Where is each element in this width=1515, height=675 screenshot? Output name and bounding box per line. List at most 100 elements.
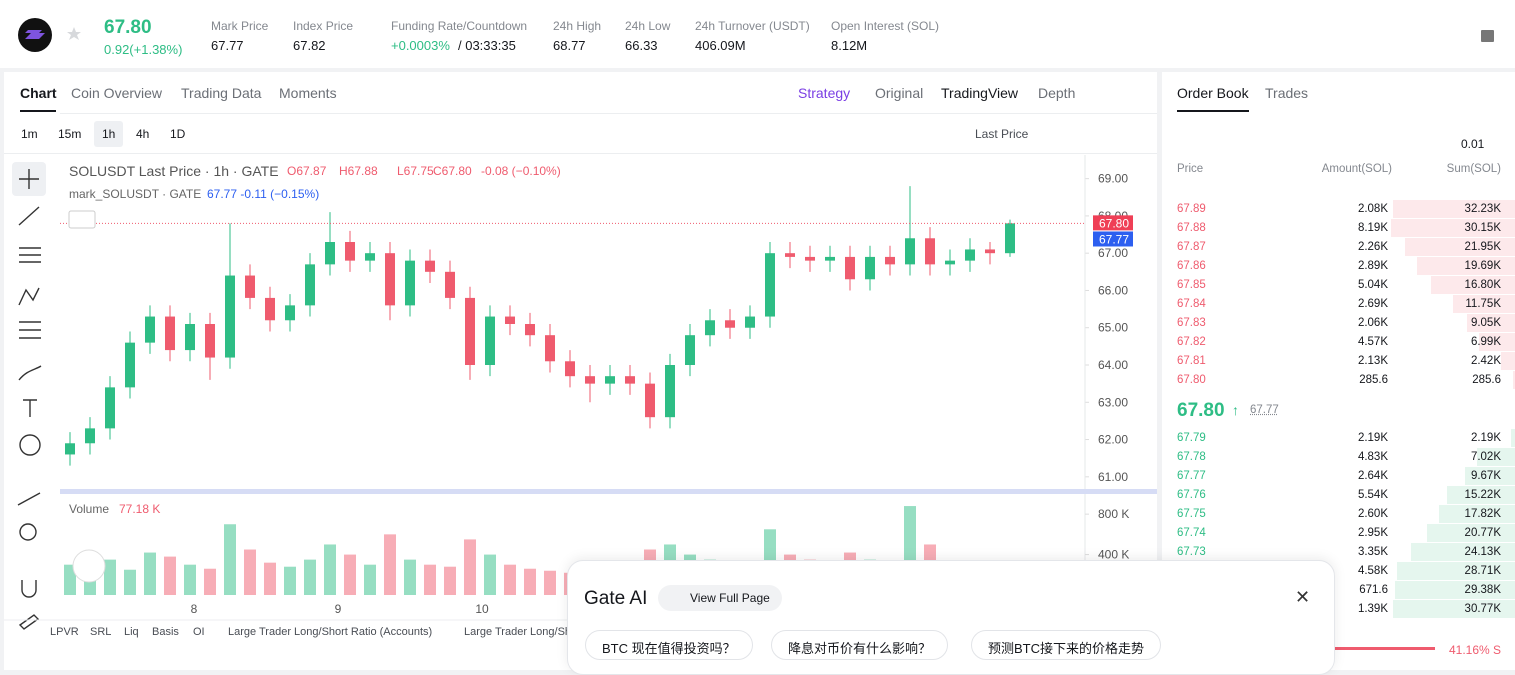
volume-bar	[364, 565, 376, 595]
candle-body	[825, 257, 835, 261]
ob-amount: 4.57K	[1358, 336, 1388, 348]
ob-amount: 2.08K	[1358, 203, 1388, 215]
precision[interactable]: 0.01	[1461, 137, 1484, 151]
ob-price[interactable]: 67.75	[1177, 508, 1206, 520]
ob-sum: 17.82K	[1465, 508, 1501, 520]
indicator[interactable]: LPVR	[50, 626, 79, 638]
candle-body	[325, 242, 335, 264]
book-icon[interactable]	[1480, 28, 1496, 44]
ob-price[interactable]: 67.82	[1177, 336, 1206, 348]
ob-price[interactable]: 67.77	[1177, 470, 1206, 482]
candle-body	[685, 335, 695, 365]
ai-question[interactable]: BTC 现在值得投资吗？	[585, 630, 753, 660]
x-tick-label: 9	[335, 602, 342, 616]
y-tick-label: 61.00	[1098, 470, 1128, 484]
candle-body	[545, 335, 555, 361]
candle-body	[525, 324, 535, 335]
candle-body	[225, 276, 235, 358]
candle-body	[425, 261, 435, 272]
volume-bar	[324, 544, 336, 595]
indicator[interactable]: Liq	[124, 626, 139, 638]
ob-amount: 2.19K	[1358, 432, 1388, 444]
ob-tab[interactable]: Trades	[1265, 85, 1308, 101]
candle-body	[205, 324, 215, 358]
ai-question[interactable]: 降息对币价有什么影响？	[771, 630, 948, 660]
ob-price[interactable]: 67.85	[1177, 279, 1206, 291]
ob-amount: 5.04K	[1358, 279, 1388, 291]
ob-amount: 5.54K	[1358, 489, 1388, 501]
ob-amount: 4.58K	[1358, 565, 1388, 577]
candle-body	[385, 253, 395, 305]
ob-amount: 3.35K	[1358, 546, 1388, 558]
candle-body	[645, 384, 655, 418]
ob-sum: 16.80K	[1465, 279, 1501, 291]
close-button[interactable]: ✕	[1295, 587, 1310, 608]
ob-price[interactable]: 67.74	[1177, 527, 1206, 539]
ob-sum: 7.02K	[1471, 451, 1501, 463]
volume-bar	[304, 560, 316, 595]
ob-amount: 671.6	[1359, 584, 1388, 596]
ob-price[interactable]: 67.78	[1177, 451, 1206, 463]
ob-price[interactable]: 67.76	[1177, 489, 1206, 501]
candle-body	[285, 305, 295, 320]
candle-body	[265, 298, 275, 320]
ob-amount: 285.6	[1359, 374, 1388, 386]
candle-body	[1005, 223, 1015, 253]
view-full-label: View Full Page	[690, 591, 770, 605]
mark-legend: mark_SOLUSDT · GATE	[69, 187, 201, 201]
ob-tab[interactable]: Order Book	[1177, 85, 1249, 101]
ob-amount: 2.13K	[1358, 355, 1388, 367]
candle-body	[905, 238, 915, 264]
ai-question[interactable]: 预测BTC接下来的价格走势	[971, 630, 1161, 660]
collapse-button	[69, 211, 95, 228]
ob-price[interactable]: 67.80	[1177, 374, 1206, 386]
volume-bar	[284, 567, 296, 595]
ob-price[interactable]: 67.87	[1177, 241, 1206, 253]
volume-current: 77.18 K	[119, 502, 160, 516]
indicator[interactable]: Large Trader Long/Short Ratio (Accounts)	[228, 626, 432, 638]
volume-bar	[444, 567, 456, 595]
col-head: Sum(SOL)	[1447, 163, 1501, 175]
ob-price[interactable]: 67.89	[1177, 203, 1206, 215]
volume-bar	[144, 553, 156, 595]
candle-body	[725, 320, 735, 327]
y-tick-label: 65.00	[1098, 321, 1128, 335]
mid-price: 67.80	[1177, 400, 1225, 422]
ob-price[interactable]: 67.86	[1177, 260, 1206, 272]
y-tick-label: 63.00	[1098, 395, 1128, 409]
ob-price[interactable]: 67.88	[1177, 222, 1206, 234]
candle-body	[485, 317, 495, 365]
ob-price[interactable]: 67.83	[1177, 317, 1206, 329]
ob-price[interactable]: 67.81	[1177, 355, 1206, 367]
indicator[interactable]: Large Trader Long/Sh	[464, 626, 571, 638]
indicator[interactable]: SRL	[90, 626, 111, 638]
indicator[interactable]: OI	[193, 626, 205, 638]
ob-price[interactable]: 67.84	[1177, 298, 1206, 310]
ai-title: Gate AI	[584, 588, 647, 610]
candle-body	[125, 343, 135, 388]
last-price-label: 67.80	[1099, 216, 1129, 230]
volume-bar	[164, 557, 176, 595]
volume-tick-label: 800 K	[1098, 507, 1129, 521]
ob-price[interactable]: 67.79	[1177, 432, 1206, 444]
volume-bar	[224, 524, 236, 595]
col-head: Price	[1177, 163, 1203, 175]
volume-bar	[204, 569, 216, 595]
ob-sum: 32.23K	[1465, 203, 1501, 215]
ob-sum: 11.75K	[1465, 298, 1501, 310]
ob-amount: 8.19K	[1358, 222, 1388, 234]
candle-body	[345, 242, 355, 261]
indicator[interactable]: Basis	[152, 626, 179, 638]
ob-amount: 4.83K	[1358, 451, 1388, 463]
y-tick-label: 62.00	[1098, 433, 1128, 447]
ob-price[interactable]: 67.73	[1177, 546, 1206, 558]
candle-body	[885, 257, 895, 264]
y-tick-label: 67.00	[1098, 246, 1128, 260]
legend-ohlc: L67.75	[397, 164, 434, 178]
view-full-button[interactable]: View Full Page	[658, 585, 782, 611]
volume-bar	[244, 550, 256, 595]
ob-sum: 30.15K	[1465, 222, 1501, 234]
candle-body	[865, 257, 875, 279]
depth-bar	[1511, 429, 1515, 447]
y-tick-label: 69.00	[1098, 172, 1128, 186]
